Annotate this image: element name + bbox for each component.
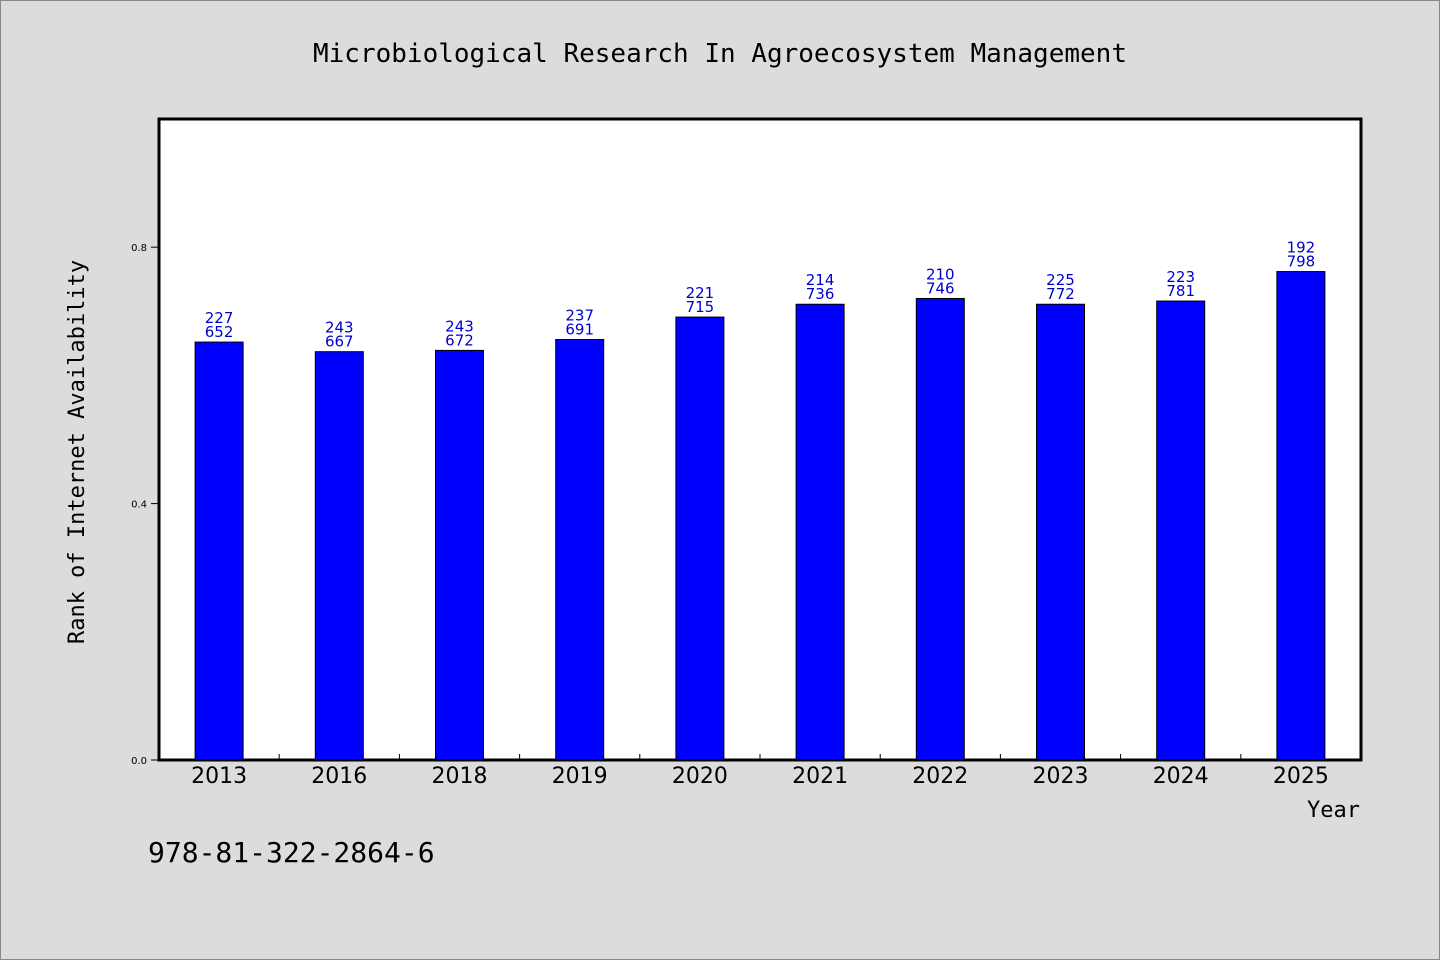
bar-label-bottom: 736 xyxy=(806,285,835,303)
x-tick-label: 2018 xyxy=(432,764,488,789)
bar-label-bottom: 652 xyxy=(205,323,234,341)
isbn-label: 978-81-322-2864-6 xyxy=(148,836,435,869)
bar-label-top: 214 xyxy=(806,271,835,289)
x-tick-label: 2023 xyxy=(1033,764,1089,789)
bar-label-top: 221 xyxy=(686,284,715,302)
bar xyxy=(1276,271,1326,761)
bar xyxy=(795,303,845,761)
x-tick-label: 2021 xyxy=(792,764,848,789)
y-tick-label: 0.4 xyxy=(131,500,147,511)
x-tick-label: 2016 xyxy=(311,764,367,789)
bar-series xyxy=(194,271,1326,761)
bar-label-bottom: 798 xyxy=(1287,253,1316,271)
x-tick-label: 2020 xyxy=(672,764,728,789)
bar-label-top: 237 xyxy=(565,307,594,325)
x-axis: 2013 2016 2018 2019 2020 2021 2022 2023 2024 2025 xyxy=(191,754,1329,789)
bar-label-top: 243 xyxy=(325,319,354,337)
bar xyxy=(915,297,965,761)
bar xyxy=(314,351,364,761)
bar-label-top: 243 xyxy=(445,317,474,335)
bar-label-top: 210 xyxy=(926,265,955,283)
x-tick-label: 2025 xyxy=(1273,764,1329,789)
y-tick-label: 0.8 xyxy=(131,243,147,254)
bar xyxy=(194,341,244,761)
bar-label-top: 225 xyxy=(1046,271,1075,289)
bar-label-bottom: 715 xyxy=(686,298,715,316)
y-tick-label: 0.0 xyxy=(131,756,147,767)
bar-label-bottom: 781 xyxy=(1166,282,1195,300)
x-tick-label: 2013 xyxy=(191,764,247,789)
bar-label-top: 223 xyxy=(1166,268,1195,286)
x-tick-label: 2019 xyxy=(552,764,608,789)
bar-label-top: 227 xyxy=(205,309,234,327)
y-axis-label: Rank of Internet Availability xyxy=(65,260,90,644)
bar-label-bottom: 672 xyxy=(445,331,474,349)
bar xyxy=(1036,303,1085,761)
bar-label-bottom: 772 xyxy=(1046,285,1075,303)
y-axis: 0.0 0.4 0.8 xyxy=(131,243,159,767)
chart-title: Microbiological Research In Agroecosyste… xyxy=(313,39,1127,69)
bar xyxy=(1156,300,1206,761)
bar-label-bottom: 667 xyxy=(325,333,354,351)
x-tick-label: 2024 xyxy=(1153,764,1209,789)
bar xyxy=(435,349,484,761)
x-axis-label: Year xyxy=(1307,798,1360,823)
bar-label-bottom: 691 xyxy=(565,321,594,339)
bar-label-bottom: 746 xyxy=(926,279,955,297)
bar-label-top: 192 xyxy=(1287,239,1316,257)
bar xyxy=(675,316,725,761)
x-tick-label: 2022 xyxy=(912,764,968,789)
bar xyxy=(555,339,605,761)
